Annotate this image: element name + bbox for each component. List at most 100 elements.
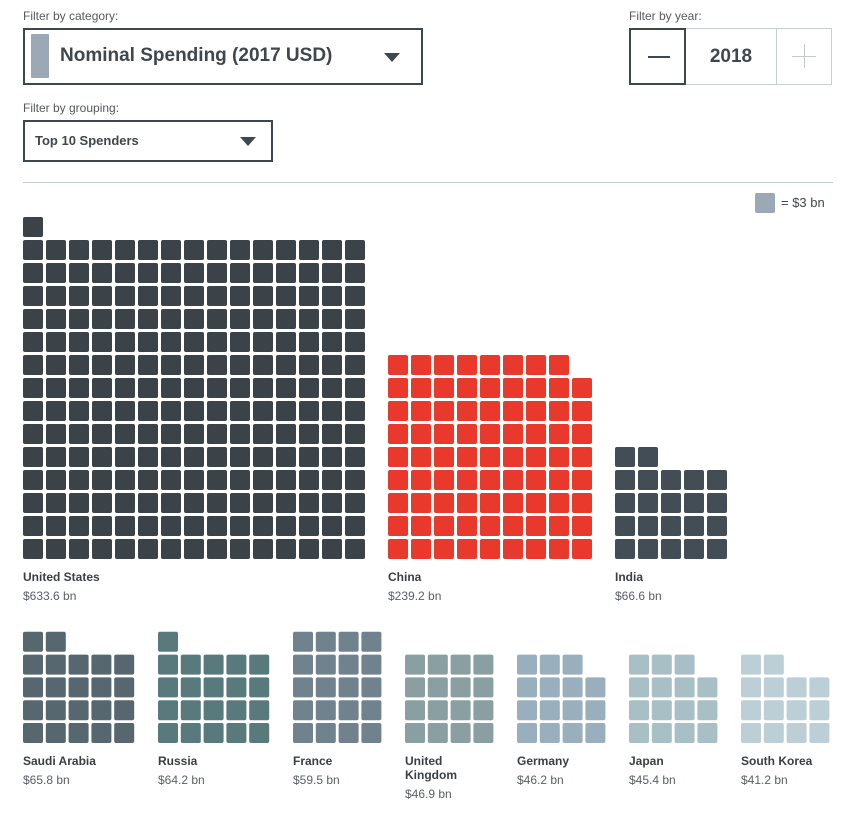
country-value: $633.6 bn [23, 589, 76, 603]
waffle-square [207, 355, 227, 375]
country-value: $41.2 bn [741, 773, 788, 787]
waffle-square [253, 539, 273, 559]
grouping-dropdown[interactable]: Top 10 Spenders [23, 120, 273, 162]
waffle-square [253, 401, 273, 421]
waffle-square [138, 401, 158, 421]
year-value: 2018 [686, 28, 776, 85]
waffle-square [46, 355, 66, 375]
waffle-square [572, 493, 592, 513]
waffle-square [450, 723, 471, 743]
waffle-square [661, 539, 681, 559]
waffle-square [207, 424, 227, 444]
waffle-square [322, 539, 342, 559]
waffle-square [158, 654, 178, 675]
waffle-square [92, 332, 112, 352]
waffle-square [138, 309, 158, 329]
waffle-square [572, 378, 592, 398]
waffle-square [345, 470, 365, 490]
year-increment-button[interactable] [776, 28, 832, 85]
waffle-square [503, 378, 523, 398]
waffle-square [434, 378, 454, 398]
waffle-square [69, 355, 89, 375]
chevron-down-icon [384, 53, 400, 62]
waffle-square [661, 493, 681, 513]
waffle-square [92, 447, 112, 467]
waffle-square [345, 539, 365, 559]
waffle-square [276, 355, 296, 375]
waffle-square [92, 470, 112, 490]
waffle-square [161, 516, 181, 536]
waffle-square [68, 677, 89, 698]
waffle-square [585, 723, 606, 743]
waffle-square [46, 240, 66, 260]
waffle-group-united-kingdom [405, 654, 494, 743]
waffle-square [138, 355, 158, 375]
waffle-square [253, 240, 273, 260]
waffle-square [411, 401, 431, 421]
waffle-square [276, 286, 296, 306]
waffle-square [809, 700, 830, 721]
waffle-square [661, 470, 681, 490]
waffle-square [526, 470, 546, 490]
waffle-square [345, 263, 365, 283]
country-name: Japan [629, 754, 664, 768]
waffle-square [345, 240, 365, 260]
waffle-square [322, 355, 342, 375]
country-value: $239.2 bn [388, 589, 441, 603]
waffle-square [180, 654, 201, 675]
waffle-square [562, 677, 583, 698]
waffle-square [361, 631, 382, 652]
waffle-square [69, 378, 89, 398]
waffle-square [138, 240, 158, 260]
waffle-square [138, 516, 158, 536]
waffle-square [388, 493, 408, 513]
waffle-square [23, 355, 43, 375]
waffle-square [388, 424, 408, 444]
waffle-square [115, 470, 135, 490]
waffle-square [138, 332, 158, 352]
waffle-square [345, 286, 365, 306]
category-dropdown[interactable]: Nominal Spending (2017 USD) [23, 28, 423, 85]
waffle-square [207, 493, 227, 513]
waffle-square [253, 424, 273, 444]
waffle-square [473, 677, 494, 698]
waffle-square [411, 516, 431, 536]
country-name: Kingdom [405, 768, 457, 782]
waffle-square [276, 240, 296, 260]
waffle-square [457, 355, 477, 375]
waffle-square [203, 677, 224, 698]
waffle-square [299, 401, 319, 421]
waffle-square [299, 355, 319, 375]
waffle-square [249, 677, 270, 698]
waffle-square [92, 516, 112, 536]
waffle-square [549, 424, 569, 444]
year-decrement-button[interactable] [629, 28, 686, 85]
waffle-square [405, 723, 425, 743]
waffle-square [180, 723, 201, 743]
waffle-square [345, 378, 365, 398]
waffle-square [276, 470, 296, 490]
waffle-square [661, 516, 681, 536]
waffle-square [480, 378, 500, 398]
waffle-square [572, 539, 592, 559]
waffle-square [115, 401, 135, 421]
waffle-square [615, 539, 635, 559]
waffle-square [629, 677, 649, 698]
waffle-square [276, 447, 296, 467]
waffle-square [338, 723, 359, 743]
waffle-square [161, 424, 181, 444]
waffle-square [434, 355, 454, 375]
waffle-square [405, 700, 425, 721]
waffle-square [158, 677, 178, 698]
waffle-square [345, 447, 365, 467]
waffle-square [203, 723, 224, 743]
waffle-square [674, 723, 695, 743]
waffle-square [23, 332, 43, 352]
waffle-square [230, 286, 250, 306]
waffle-square [388, 355, 408, 375]
waffle-square [46, 493, 66, 513]
waffle-square [388, 539, 408, 559]
country-value: $46.2 bn [517, 773, 564, 787]
waffle-square [23, 309, 43, 329]
